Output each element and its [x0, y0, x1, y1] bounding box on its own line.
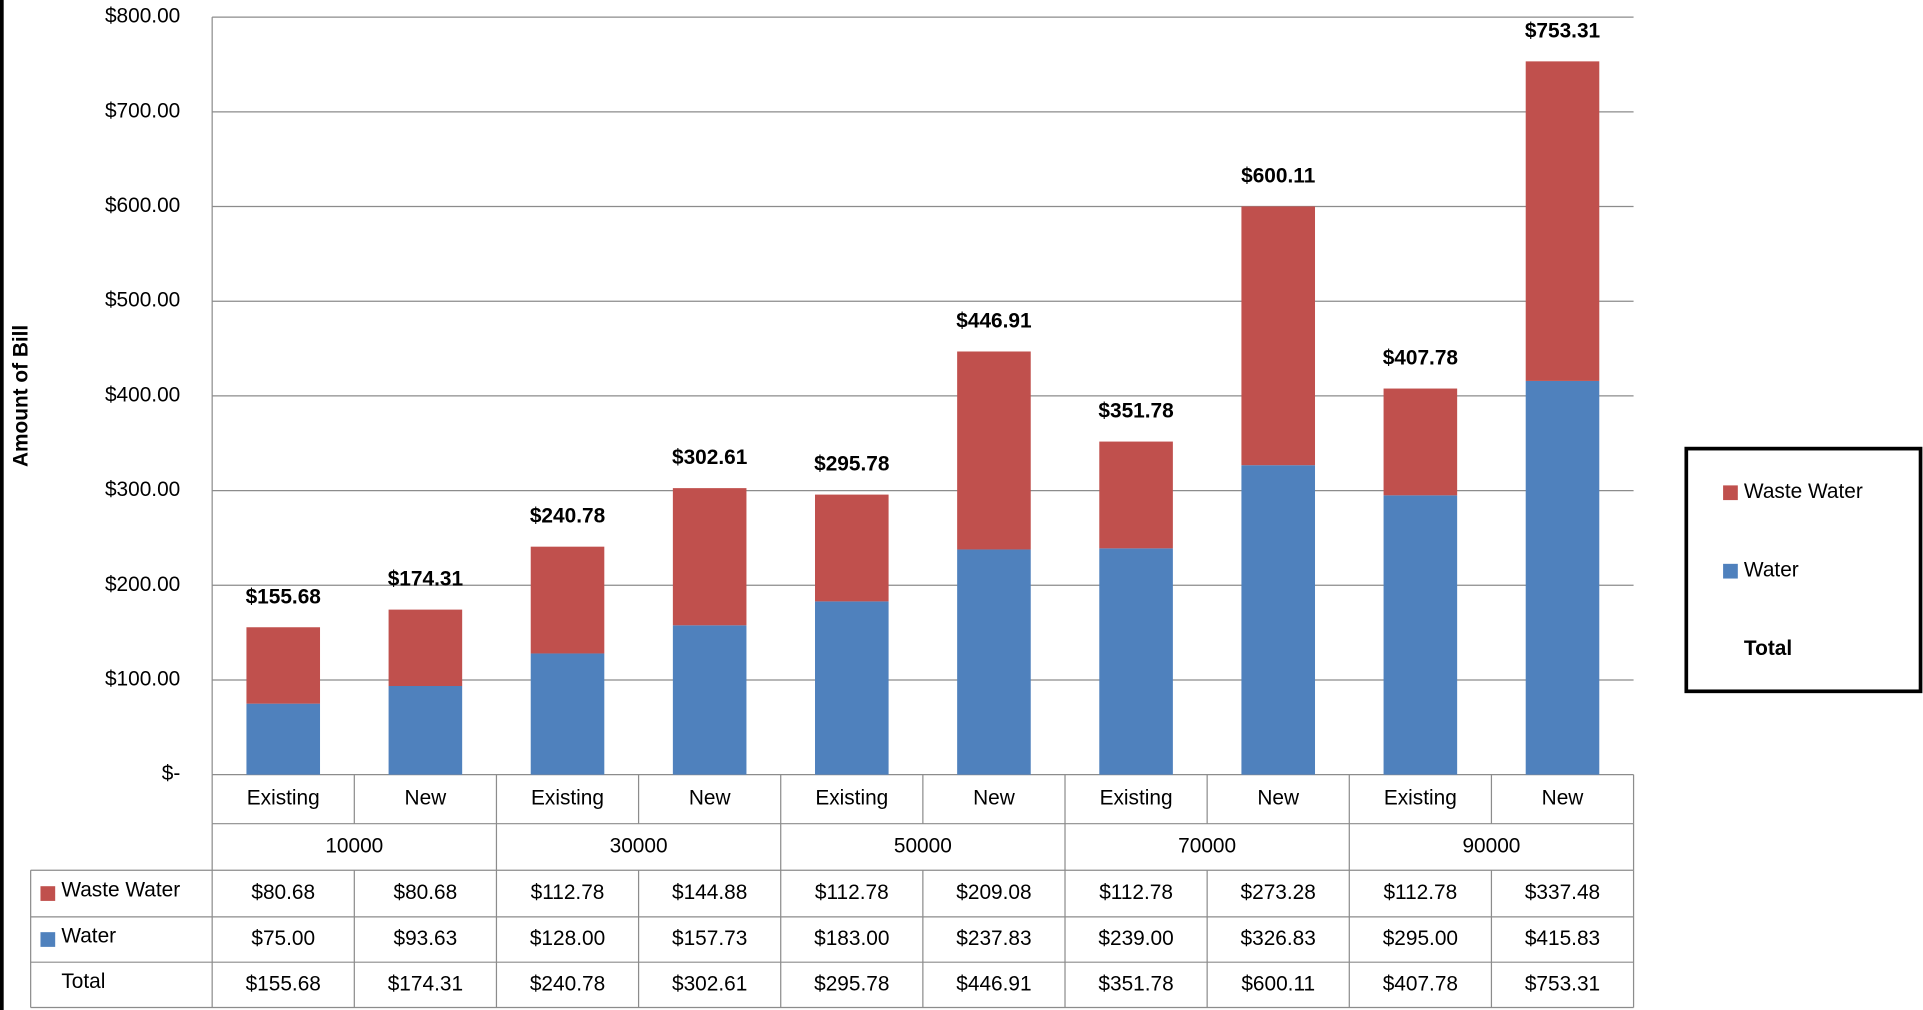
total-label: $302.61 [672, 446, 747, 469]
table-cell: $80.68 [394, 881, 458, 904]
table-cell: $351.78 [1098, 972, 1173, 995]
table-cell: $295.00 [1383, 927, 1458, 950]
x-tick-label: New [405, 787, 448, 810]
bar-segment [1525, 380, 1600, 775]
bar-segment [1241, 465, 1316, 775]
legend-label: Total [1744, 637, 1792, 660]
table-cell: $144.88 [672, 881, 747, 904]
y-tick-label: $400.00 [105, 383, 180, 406]
table-cell: $155.68 [246, 972, 321, 995]
table-cell: $239.00 [1098, 927, 1173, 950]
table-cell: $112.78 [531, 881, 605, 904]
bar-segment [672, 488, 747, 626]
table-cell: $93.63 [394, 927, 458, 950]
legend-key [1723, 563, 1738, 579]
bar-segment [530, 653, 605, 775]
table-cell: $407.78 [1383, 972, 1458, 995]
y-tick-label: $100.00 [105, 667, 180, 690]
left-edge [0, 0, 4, 1010]
total-label: $295.78 [814, 453, 889, 476]
bar-segment [246, 703, 321, 775]
table-cell: $600.11 [1241, 972, 1315, 995]
total-label: $600.11 [1241, 165, 1315, 188]
bar-segment [530, 546, 605, 654]
table-cell: $128.00 [530, 927, 605, 950]
bar-segment [1099, 548, 1173, 775]
total-label: $446.91 [956, 310, 1031, 333]
table-cell: $183.00 [814, 927, 889, 950]
bar-segment [1383, 388, 1458, 496]
bar-segment [388, 609, 463, 687]
x-tick-label: New [689, 787, 732, 810]
table-cell: $337.48 [1525, 881, 1600, 904]
table-cell: $80.68 [251, 881, 315, 904]
table-cell: $753.31 [1525, 972, 1600, 995]
table-cell: $240.78 [530, 972, 605, 995]
x-group-label: 50000 [894, 834, 952, 857]
table-cell: $112.78 [815, 881, 889, 904]
bar-segment [1525, 61, 1600, 381]
table-legend-key [40, 886, 56, 901]
x-group-label: 70000 [1178, 834, 1236, 857]
legend-label: Waste Water [1744, 480, 1863, 503]
table-row-header: Waste Water [61, 879, 180, 902]
bar-segment [957, 549, 1031, 775]
total-label: $407.78 [1383, 347, 1458, 370]
legend-key [1723, 485, 1738, 501]
total-label: $351.78 [1098, 400, 1173, 423]
total-label: $155.68 [246, 585, 321, 608]
table-cell: $237.83 [956, 927, 1031, 950]
bar-segment [815, 601, 889, 775]
bar-segment [957, 351, 1031, 550]
x-group-label: 10000 [325, 834, 383, 857]
bar-segment [388, 686, 463, 775]
bar-segment [1099, 441, 1173, 549]
total-label: $753.31 [1525, 19, 1600, 42]
y-tick-label: $800.00 [105, 5, 180, 28]
bar-segment [672, 625, 747, 775]
x-tick-label: Existing [1384, 787, 1457, 810]
bar-segment [1383, 495, 1458, 775]
table-legend-key [40, 932, 56, 947]
table-cell: $209.08 [956, 881, 1031, 904]
y-tick-label: $300.00 [105, 478, 180, 501]
table-row-header: Total [61, 970, 105, 993]
table-cell: $295.78 [814, 972, 889, 995]
y-tick-label: $200.00 [105, 573, 180, 596]
table-cell: $302.61 [672, 972, 747, 995]
table-cell: $157.73 [672, 927, 747, 950]
table-cell: $273.28 [1241, 881, 1316, 904]
x-tick-label: Existing [1100, 787, 1173, 810]
x-tick-label: Existing [815, 787, 888, 810]
legend-box [1684, 446, 1923, 694]
table-cell: $446.91 [956, 972, 1031, 995]
table-cell: $415.83 [1525, 927, 1600, 950]
table-cell: $174.31 [388, 972, 463, 995]
table-cell: $112.78 [1383, 881, 1457, 904]
bar-segment [1241, 206, 1316, 466]
bar-segment [815, 494, 889, 602]
table-cell: $75.00 [251, 927, 315, 950]
table-cell: $112.78 [1099, 881, 1173, 904]
total-label: $174.31 [388, 568, 463, 591]
y-tick-label: $- [162, 762, 181, 785]
x-group-label: 90000 [1462, 834, 1520, 857]
x-tick-label: New [1257, 787, 1300, 810]
y-tick-label: $500.00 [105, 289, 180, 312]
legend-label: Water [1744, 559, 1799, 582]
x-tick-label: New [973, 787, 1016, 810]
x-tick-label: Existing [531, 787, 604, 810]
total-label: $240.78 [530, 505, 605, 528]
table-cell: $326.83 [1241, 927, 1316, 950]
x-group-label: 30000 [610, 834, 668, 857]
table-row-header: Water [61, 925, 116, 948]
y-tick-label: $600.00 [105, 194, 180, 217]
x-tick-label: Existing [247, 787, 320, 810]
bar-segment [246, 627, 321, 704]
x-tick-label: New [1542, 787, 1585, 810]
y-tick-label: $700.00 [105, 99, 180, 122]
y-axis-label: Amount of Bill [10, 325, 33, 467]
